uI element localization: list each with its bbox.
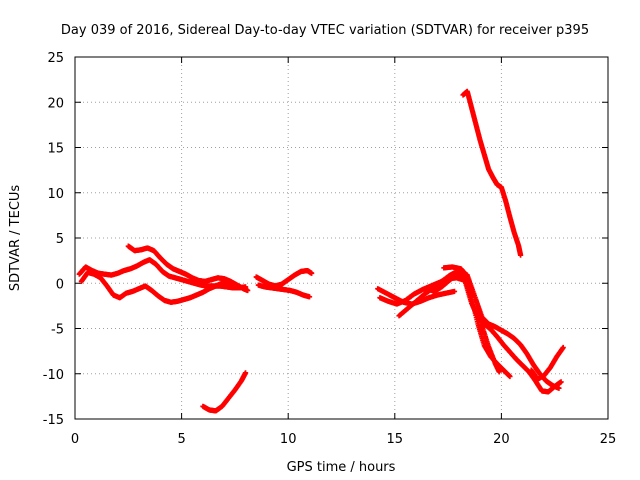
y-tick-label: -5 — [51, 323, 64, 338]
y-tick-label: -10 — [43, 368, 64, 383]
chart-title: Day 039 of 2016, Sidereal Day-to-day VTE… — [61, 23, 589, 38]
y-tick-labels: -15 -10 -5 0 5 10 15 20 25 — [43, 51, 64, 428]
y-tick-label: -15 — [43, 413, 64, 428]
data-point — [245, 287, 251, 294]
series-arc-13 — [528, 344, 566, 382]
data-point — [242, 370, 249, 376]
series-arc-14 — [460, 88, 524, 258]
plot-frame — [74, 56, 609, 420]
y-tick-label: 10 — [47, 187, 64, 202]
data-point — [507, 373, 513, 380]
series-arc-12 — [462, 278, 564, 395]
data-point — [309, 270, 315, 276]
y-tick-label: 0 — [56, 277, 64, 292]
axis-ticks — [74, 56, 609, 420]
data-points — [76, 88, 566, 414]
x-tick-label: 15 — [387, 432, 404, 447]
data-point — [556, 385, 562, 391]
x-tick-label: 5 — [177, 432, 185, 447]
y-tick-label: 5 — [56, 232, 64, 247]
x-tick-labels: 0 5 10 15 20 25 — [71, 432, 616, 447]
data-point — [558, 379, 564, 385]
x-tick-label: 0 — [71, 432, 79, 447]
x-tick-label: 20 — [493, 432, 510, 447]
series-arc-5 — [253, 267, 315, 289]
y-tick-label: 20 — [47, 96, 64, 111]
data-point — [517, 252, 524, 258]
data-point — [451, 288, 458, 294]
series-arc-11 — [441, 264, 562, 391]
y-tick-label: 15 — [47, 142, 64, 157]
grid-lines — [75, 57, 608, 419]
y-tick-label: 25 — [47, 51, 64, 66]
data-point — [496, 369, 502, 375]
series-arc-3 — [125, 243, 251, 294]
y-axis-label: SDTVAR / TECUs — [8, 185, 23, 292]
x-axis-label: GPS time / hours — [287, 460, 396, 475]
x-tick-label: 25 — [600, 432, 617, 447]
series-arc-1 — [76, 257, 249, 291]
series-arc-6 — [255, 282, 313, 300]
data-point — [560, 344, 566, 351]
series-arc-4 — [200, 370, 249, 414]
series-arc-10 — [430, 270, 513, 380]
x-tick-label: 10 — [280, 432, 297, 447]
data-point — [306, 294, 313, 300]
